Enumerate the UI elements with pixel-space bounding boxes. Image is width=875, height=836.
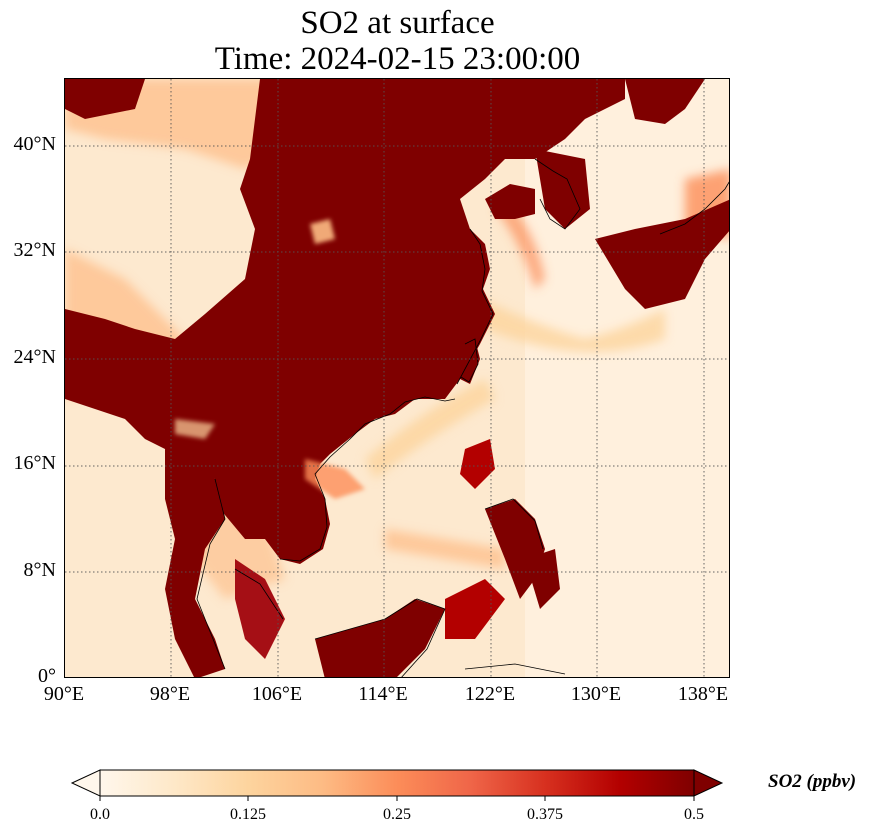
map-panel (64, 78, 730, 678)
lat-tick-40n: 40°N (13, 133, 56, 155)
lat-tick-0: 0° (38, 665, 56, 687)
lon-tick-122e: 122°E (464, 683, 516, 705)
colorbar-extend-low (70, 769, 101, 797)
lat-tick-32n: 32°N (13, 239, 56, 261)
map-title: SO2 at surface (300, 5, 495, 41)
colorbar-tick-0125: 0.125 (230, 806, 266, 823)
colorbar-tick-025: 0.25 (383, 806, 411, 823)
colorbar-tick-0: 0.0 (90, 806, 110, 823)
lon-tick-114e: 114°E (358, 683, 408, 705)
colorbar-label: SO2 (ppbv) (768, 771, 857, 792)
lon-tick-98e: 98°E (149, 683, 191, 705)
colorbar-gradient (99, 769, 695, 797)
lat-tick-24n: 24°N (13, 346, 56, 368)
so2-field-map (65, 79, 729, 677)
colorbar-tick-05: 0.5 (684, 806, 704, 823)
graticule (65, 79, 729, 677)
lon-tick-138e: 138°E (677, 683, 729, 705)
lon-tick-130e: 130°E (570, 683, 622, 705)
so2-high-core (65, 79, 729, 677)
colorbar-tick-0375: 0.375 (527, 806, 563, 823)
colorbar-extend-high (693, 769, 724, 797)
lon-tick-90e: 90°E (43, 683, 85, 705)
coastlines (196, 158, 729, 677)
lat-tick-16n: 16°N (13, 452, 56, 474)
colorbar (70, 769, 724, 801)
lat-tick-8n: 8°N (23, 559, 56, 581)
lon-tick-106e: 106°E (251, 683, 303, 705)
map-time-subtitle: Time: 2024-02-15 23:00:00 (214, 41, 581, 77)
